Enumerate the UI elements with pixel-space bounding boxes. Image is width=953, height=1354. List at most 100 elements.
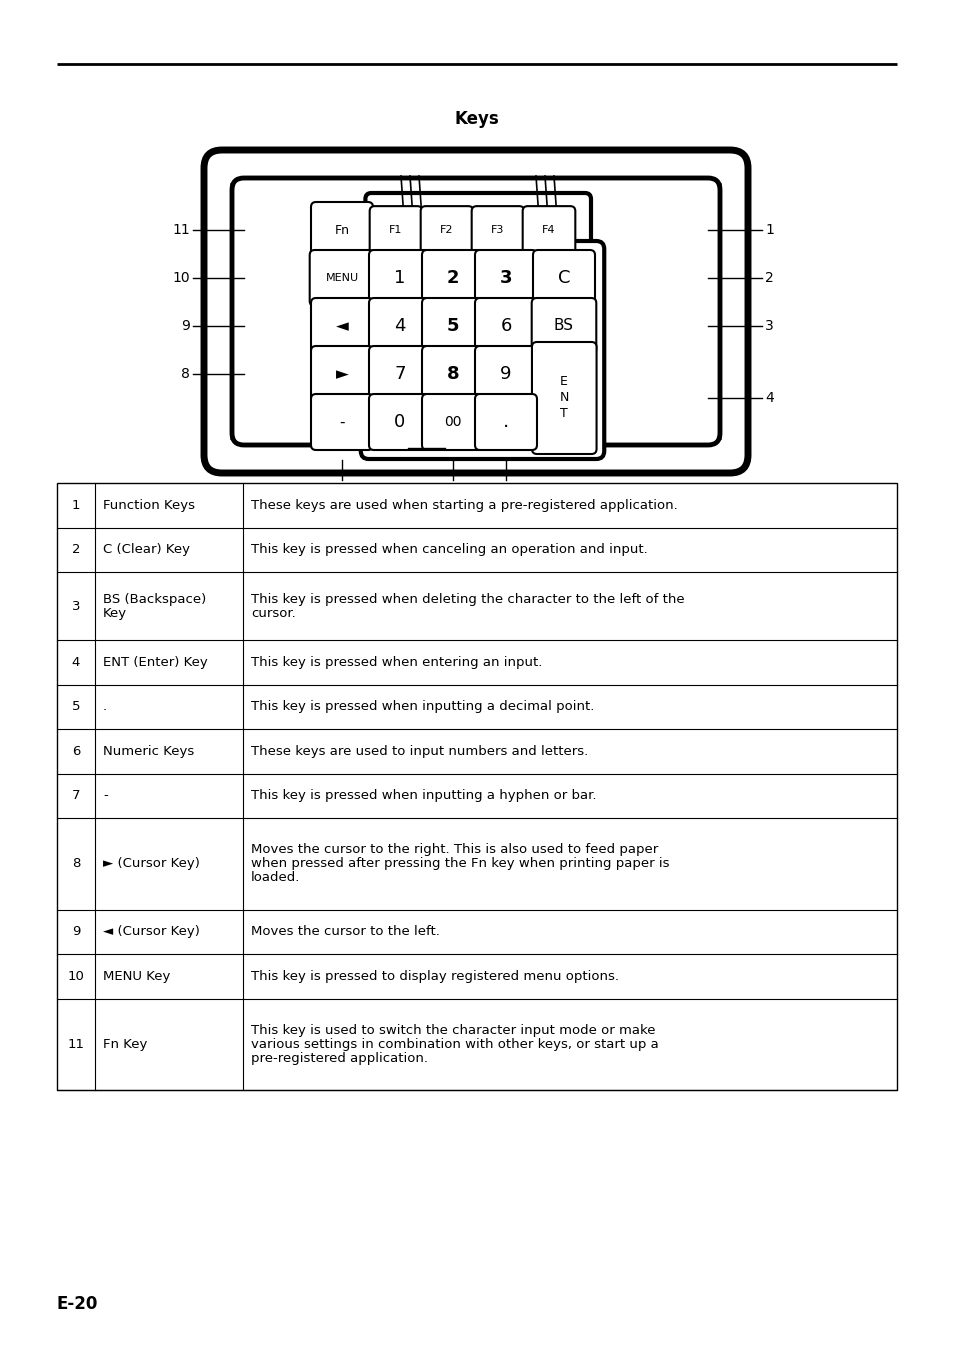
- Text: This key is pressed when inputting a decimal point.: This key is pressed when inputting a dec…: [251, 700, 594, 714]
- Text: This key is pressed when inputting a hyphen or bar.: This key is pressed when inputting a hyp…: [251, 789, 596, 803]
- Text: Numeric Keys: Numeric Keys: [103, 745, 194, 758]
- Text: ►: ►: [335, 366, 348, 383]
- Text: 11: 11: [172, 223, 190, 237]
- Text: -: -: [339, 414, 344, 429]
- Text: F3: F3: [491, 225, 504, 236]
- Text: 10: 10: [172, 271, 190, 284]
- FancyBboxPatch shape: [311, 394, 373, 450]
- FancyBboxPatch shape: [471, 206, 524, 253]
- FancyBboxPatch shape: [421, 394, 483, 450]
- FancyBboxPatch shape: [421, 347, 483, 402]
- FancyBboxPatch shape: [475, 250, 537, 306]
- Text: 0: 0: [394, 413, 405, 431]
- Text: 3: 3: [764, 320, 773, 333]
- Text: Function Keys: Function Keys: [103, 498, 194, 512]
- FancyBboxPatch shape: [310, 250, 374, 306]
- Text: loaded.: loaded.: [251, 872, 300, 884]
- Text: ENT (Enter) Key: ENT (Enter) Key: [103, 655, 208, 669]
- Text: 10: 10: [68, 969, 85, 983]
- Text: 11: 11: [68, 1037, 85, 1051]
- Text: F4: F4: [541, 225, 556, 236]
- Text: F1: F1: [389, 225, 402, 236]
- Text: -: -: [103, 789, 108, 803]
- Text: C: C: [558, 269, 570, 287]
- Text: This key is pressed to display registered menu options.: This key is pressed to display registere…: [251, 969, 618, 983]
- Text: 2: 2: [764, 271, 773, 284]
- FancyBboxPatch shape: [531, 298, 596, 353]
- Text: ► (Cursor Key): ► (Cursor Key): [103, 857, 200, 871]
- Text: Moves the cursor to the right. This is also used to feed paper: Moves the cursor to the right. This is a…: [251, 844, 658, 856]
- Text: 7: 7: [394, 366, 405, 383]
- Text: 8: 8: [71, 857, 80, 871]
- FancyBboxPatch shape: [532, 343, 596, 454]
- Text: 2: 2: [446, 269, 458, 287]
- FancyBboxPatch shape: [475, 394, 537, 450]
- Text: cursor.: cursor.: [251, 607, 295, 620]
- Text: 4: 4: [764, 391, 773, 405]
- FancyBboxPatch shape: [360, 241, 603, 459]
- FancyBboxPatch shape: [421, 250, 483, 306]
- Text: ◄ (Cursor Key): ◄ (Cursor Key): [103, 925, 200, 938]
- Text: various settings in combination with other keys, or start up a: various settings in combination with oth…: [251, 1037, 659, 1051]
- Text: BS (Backspace): BS (Backspace): [103, 593, 206, 605]
- Text: 5: 5: [501, 492, 510, 506]
- FancyBboxPatch shape: [365, 194, 590, 267]
- Text: Key: Key: [103, 607, 127, 620]
- FancyBboxPatch shape: [311, 347, 373, 402]
- FancyBboxPatch shape: [420, 206, 473, 253]
- Text: 6: 6: [448, 492, 456, 506]
- Text: This key is pressed when deleting the character to the left of the: This key is pressed when deleting the ch…: [251, 593, 684, 605]
- Text: MENU Key: MENU Key: [103, 969, 171, 983]
- Text: 9: 9: [499, 366, 511, 383]
- Text: Fn Key: Fn Key: [103, 1037, 147, 1051]
- Text: .: .: [103, 700, 107, 714]
- Text: when pressed after pressing the Fn key when printing paper is: when pressed after pressing the Fn key w…: [251, 857, 669, 871]
- FancyBboxPatch shape: [421, 298, 483, 353]
- Text: This key is used to switch the character input mode or make: This key is used to switch the character…: [251, 1024, 655, 1037]
- FancyBboxPatch shape: [475, 298, 537, 353]
- Text: These keys are used when starting a pre-registered application.: These keys are used when starting a pre-…: [251, 498, 677, 512]
- FancyBboxPatch shape: [311, 202, 373, 259]
- Text: 5: 5: [446, 317, 458, 334]
- FancyBboxPatch shape: [475, 347, 537, 402]
- Text: E
N
T: E N T: [558, 375, 568, 421]
- FancyBboxPatch shape: [204, 150, 747, 473]
- Text: 6: 6: [499, 317, 511, 334]
- FancyBboxPatch shape: [533, 250, 595, 306]
- Text: 1: 1: [71, 498, 80, 512]
- Text: C (Clear) Key: C (Clear) Key: [103, 543, 190, 556]
- Text: 8: 8: [446, 366, 458, 383]
- Text: 3: 3: [499, 269, 512, 287]
- Text: 8: 8: [181, 367, 190, 380]
- Text: Fn: Fn: [335, 223, 349, 237]
- Text: 6: 6: [71, 745, 80, 758]
- Text: .: .: [502, 413, 509, 432]
- Text: 9: 9: [181, 320, 190, 333]
- FancyBboxPatch shape: [369, 298, 431, 353]
- Text: 1: 1: [394, 269, 405, 287]
- Text: 4: 4: [71, 655, 80, 669]
- Text: pre-registered application.: pre-registered application.: [251, 1052, 428, 1064]
- Text: 4: 4: [394, 317, 405, 334]
- Text: 1: 1: [764, 223, 773, 237]
- Text: 2: 2: [71, 543, 80, 556]
- Text: 00: 00: [444, 414, 461, 429]
- Text: 5: 5: [71, 700, 80, 714]
- FancyBboxPatch shape: [311, 298, 373, 353]
- FancyBboxPatch shape: [522, 206, 575, 253]
- Text: 7: 7: [337, 492, 346, 506]
- Text: BS: BS: [554, 318, 574, 333]
- Text: This key is pressed when canceling an operation and input.: This key is pressed when canceling an op…: [251, 543, 647, 556]
- Text: F2: F2: [439, 225, 454, 236]
- Text: This key is pressed when entering an input.: This key is pressed when entering an inp…: [251, 655, 542, 669]
- FancyBboxPatch shape: [370, 206, 422, 253]
- Text: ◄: ◄: [335, 317, 348, 334]
- Text: Keys: Keys: [455, 110, 498, 129]
- FancyBboxPatch shape: [232, 177, 720, 445]
- Text: Moves the cursor to the left.: Moves the cursor to the left.: [251, 925, 439, 938]
- Text: 9: 9: [71, 925, 80, 938]
- Text: E-20: E-20: [57, 1294, 98, 1313]
- FancyBboxPatch shape: [369, 394, 431, 450]
- FancyBboxPatch shape: [369, 347, 431, 402]
- FancyBboxPatch shape: [369, 250, 431, 306]
